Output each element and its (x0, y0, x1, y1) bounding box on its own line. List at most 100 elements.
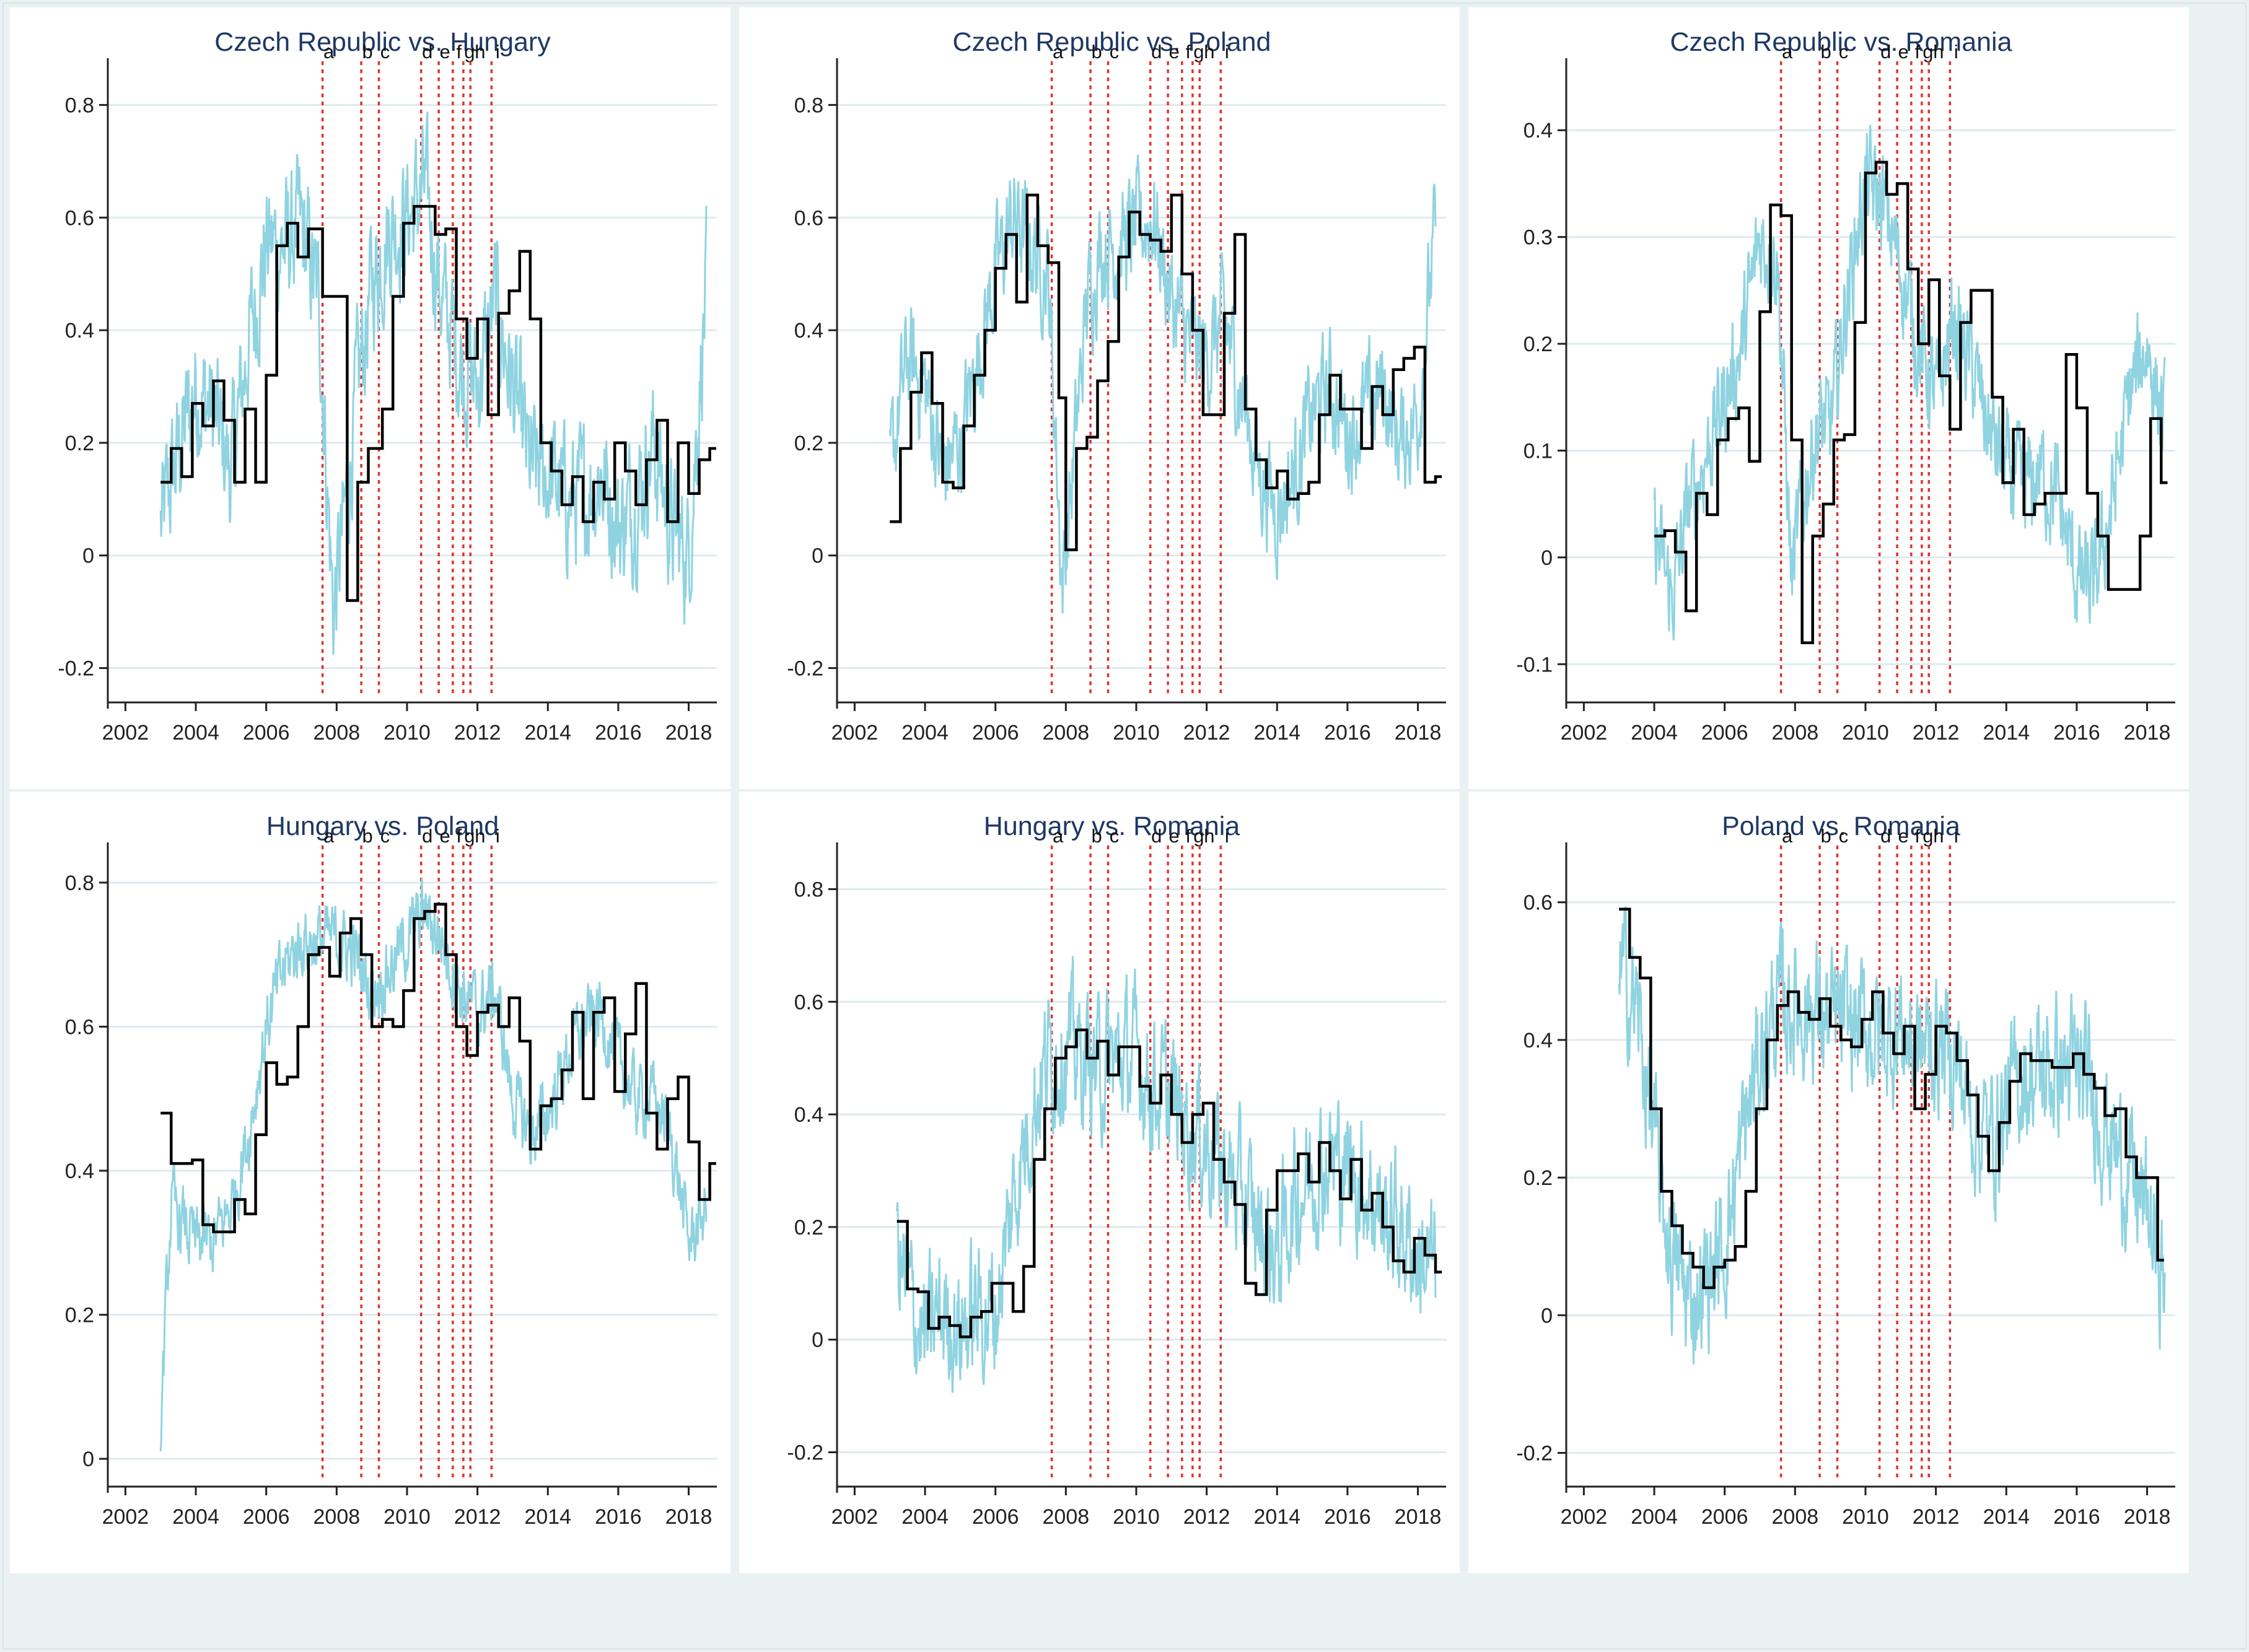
series-noisy-line (1618, 906, 2166, 1365)
y-tick-label: 0 (1541, 546, 1553, 570)
series-noisy-line (888, 154, 1437, 614)
series-step-line (890, 193, 1442, 551)
event-label: f (1915, 41, 1921, 63)
x-tick-label: 2004 (901, 1505, 949, 1529)
event-label: e (1898, 41, 1908, 63)
series-noisy-line (1653, 125, 2166, 640)
x-tick-label: 2014 (1983, 721, 2030, 745)
y-tick-label: 0.2 (1523, 333, 1553, 356)
event-label: c (380, 41, 390, 63)
y-tick-label: -0.2 (1516, 1442, 1553, 1466)
y-tick-label: -0.1 (1516, 653, 1553, 676)
panel-title: Czech Republic vs. Poland (953, 27, 1271, 57)
panel-background (10, 792, 730, 1573)
event-label: a (1782, 825, 1793, 847)
panel-title: Hungary vs. Romania (984, 811, 1240, 841)
panel-3: Czech Republic vs. Romania -0.1 0 0.1 0.2 0.3… (1468, 7, 2189, 789)
x-tick-label: 2008 (1772, 721, 1819, 745)
chart-grid: Czech Republic vs. Hungary -0.2 0 0.2 0.4 0.6… (10, 7, 2189, 1573)
x-tick-label: 2016 (595, 721, 642, 745)
series-step-line (1619, 907, 2164, 1290)
y-tick-label: 0.8 (65, 872, 94, 895)
x-tick-label: 2012 (1913, 721, 1960, 745)
x-tick-label: 2002 (831, 1505, 879, 1529)
x-tick-label: 2014 (524, 1505, 571, 1529)
event-label: f (1186, 825, 1191, 847)
x-tick-label: 2016 (1324, 721, 1371, 745)
event-label: e (439, 825, 450, 847)
event-label: c (1839, 825, 1849, 847)
x-tick-label: 2006 (1701, 721, 1748, 745)
event-label: f (457, 41, 462, 63)
event-label: i (496, 41, 500, 63)
x-tick-label: 2012 (1183, 1505, 1230, 1529)
y-tick-label: 0 (1541, 1304, 1553, 1327)
x-tick-label: 2010 (1113, 721, 1160, 745)
event-label: i (1954, 825, 1958, 847)
event-label: g (1193, 41, 1204, 63)
event-label: c (1839, 41, 1849, 63)
x-tick-label: 2010 (1842, 1505, 1889, 1529)
y-tick-label: 0.4 (65, 319, 94, 343)
x-tick-label: 2018 (2124, 1505, 2171, 1529)
panel-2: Czech Republic vs. Poland -0.2 0 0.2 0.4 0.6 0… (739, 7, 1460, 789)
y-tick-label: 0.4 (1523, 1029, 1553, 1052)
event-label: b (1820, 825, 1831, 847)
y-tick-label: 0.8 (794, 878, 823, 901)
y-tick-label: 0.6 (65, 1015, 94, 1039)
panel-1: Czech Republic vs. Hungary -0.2 0 0.2 0.4 0.6… (10, 7, 730, 789)
event-label: h (1933, 825, 1944, 847)
y-tick-label: 0.4 (65, 1160, 94, 1183)
y-tick-label: 0.2 (65, 432, 94, 455)
event-label: i (1954, 41, 1958, 63)
x-tick-label: 2018 (1395, 721, 1442, 745)
panel-title: Czech Republic vs. Hungary (214, 27, 551, 57)
x-tick-label: 2006 (243, 721, 290, 745)
x-tick-label: 2002 (102, 1505, 149, 1529)
event-label: g (1922, 825, 1933, 847)
series-step-line (897, 1028, 1442, 1339)
event-label: a (323, 41, 335, 63)
event-label: i (1225, 825, 1229, 847)
x-tick-label: 2002 (831, 721, 879, 745)
x-tick-label: 2002 (1561, 1505, 1608, 1529)
x-tick-label: 2018 (665, 1505, 712, 1529)
event-label: e (1168, 825, 1179, 847)
event-label: c (380, 825, 390, 847)
x-tick-label: 2002 (102, 721, 149, 745)
event-label: i (496, 825, 500, 847)
y-tick-label: 0 (82, 544, 94, 568)
x-tick-label: 2014 (524, 721, 571, 745)
y-tick-label: 0.2 (794, 432, 823, 455)
event-label: d (1151, 41, 1162, 63)
x-tick-label: 2008 (313, 1505, 361, 1529)
x-tick-label: 2012 (454, 721, 501, 745)
event-label: i (1225, 41, 1229, 63)
event-label: h (1933, 41, 1944, 63)
event-label: a (1053, 825, 1064, 847)
y-tick-label: -0.2 (787, 657, 823, 681)
y-tick-label: 0.2 (1523, 1166, 1553, 1190)
y-tick-label: 0.2 (65, 1304, 94, 1327)
event-label: b (1820, 41, 1831, 63)
x-tick-label: 2008 (1043, 1505, 1090, 1529)
x-tick-label: 2014 (1253, 721, 1300, 745)
event-label: b (362, 41, 372, 63)
panel-5: Hungary vs. Romania -0.2 0 0.2 0.4 0.6 0.8 2002… (739, 792, 1460, 1573)
panel-title: Poland vs. Romania (1722, 811, 1960, 841)
event-label: g (1922, 41, 1933, 63)
y-tick-label: 0.2 (794, 1216, 823, 1239)
event-label: g (1193, 825, 1204, 847)
event-label: h (475, 41, 485, 63)
x-tick-label: 2018 (1395, 1505, 1442, 1529)
x-tick-label: 2018 (2124, 721, 2171, 745)
x-tick-label: 2004 (1631, 1505, 1678, 1529)
event-label: h (1204, 41, 1214, 63)
event-label: b (1091, 41, 1102, 63)
x-tick-label: 2008 (1772, 1505, 1819, 1529)
event-label: a (1053, 41, 1064, 63)
x-tick-label: 2004 (1631, 721, 1678, 745)
event-label: b (362, 825, 372, 847)
event-label: d (422, 825, 432, 847)
y-tick-label: 0.3 (1523, 226, 1553, 250)
